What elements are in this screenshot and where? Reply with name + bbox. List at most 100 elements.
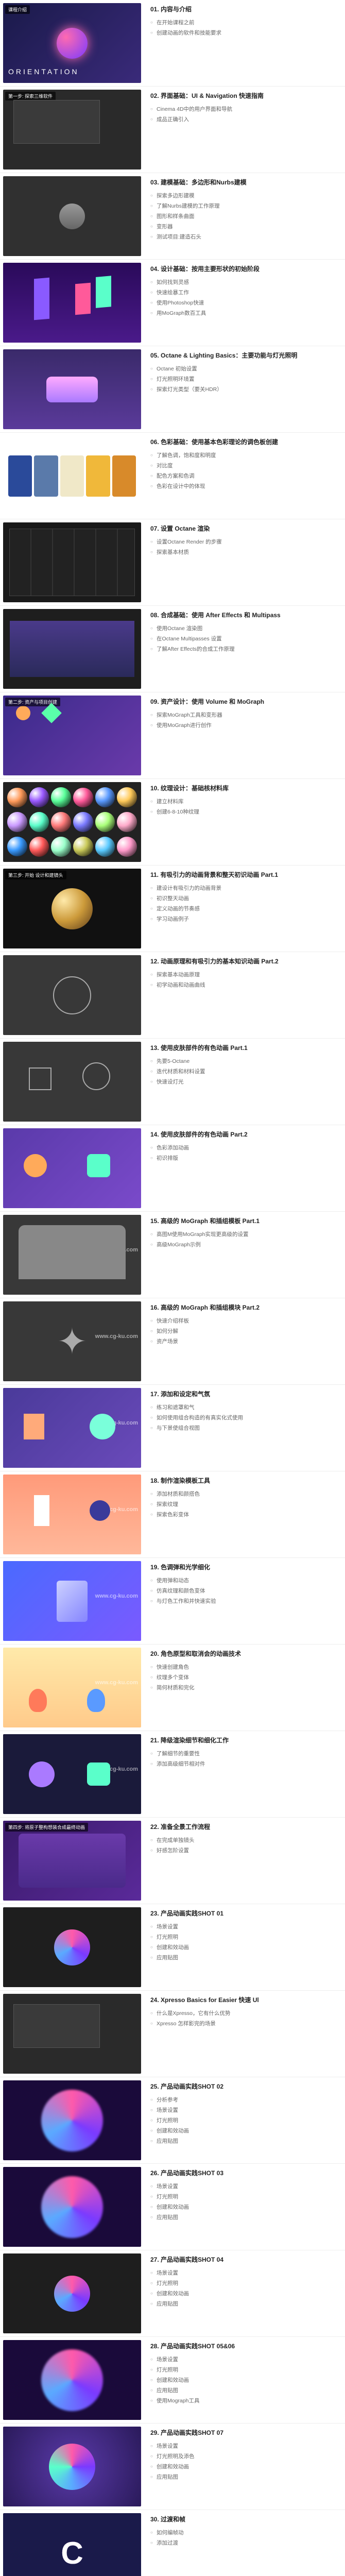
course-section: 课程介绍ORIENTATION01. 内容与介绍在开始课程之前创建动画的软件和技… bbox=[0, 0, 345, 87]
section-title: 24. Xpresso Basics for Easier 快速 Ul bbox=[150, 1996, 339, 2005]
list-item: 在Octane Multipasses 设置 bbox=[150, 634, 339, 645]
list-item: 资产场景 bbox=[150, 1337, 339, 1347]
thumbnail-wrap: www.cg-ku.com bbox=[0, 1471, 144, 1557]
material-ball bbox=[73, 788, 93, 808]
thumbnail-image bbox=[3, 2080, 141, 2160]
list-item: 场景设置 bbox=[150, 2268, 339, 2279]
list-item: 灯光照明及添色 bbox=[150, 2452, 339, 2462]
section-details: 06. 色彩基础：使用基本色彩理论的调色板创建了解色调，饱和度和明度对比度配色方… bbox=[144, 433, 345, 519]
section-title: 27. 产品动画实践SHOT 04 bbox=[150, 2256, 339, 2264]
course-section: 13. 使用皮肤部件的有色动画 Part.1先要5-Octane迭代材质和材料设… bbox=[0, 1039, 345, 1125]
section-title: 14. 使用皮肤部件的有色动画 Part.2 bbox=[150, 1130, 339, 1139]
list-item: 应用贴图 bbox=[150, 2137, 339, 2147]
section-details: 16. 高级的 MoGraph 和插组模块 Part.2快速介绍样板如何分解资产… bbox=[144, 1298, 345, 1384]
thumbnail-wrap bbox=[0, 1039, 144, 1125]
list-item: 初学动画和动画曲线 bbox=[150, 980, 339, 991]
list-item: 了解After Effects的合成工作原理 bbox=[150, 645, 339, 655]
course-section: 30. 过渡和帧如何编帧动添加过渡 bbox=[0, 2510, 345, 2576]
list-item: 应用贴图 bbox=[150, 1953, 339, 1963]
section-title: 23. 产品动画实践SHOT 01 bbox=[150, 1909, 339, 1918]
thumbnail-wrap bbox=[0, 952, 144, 1038]
list-item: 探索多边形建模 bbox=[150, 191, 339, 201]
list-item: 建立材料库 bbox=[150, 797, 339, 807]
list-item: 迭代材质和材料设置 bbox=[150, 1067, 339, 1077]
material-ball bbox=[73, 812, 93, 832]
list-item: 如何找到灵感 bbox=[150, 278, 339, 288]
section-items: 使用Octane 渲染图在Octane Multipasses 设置了解Afte… bbox=[150, 624, 339, 655]
course-section: 第一步: 探索三维软件02. 界面基础：UI & Navigation 快速指南… bbox=[0, 87, 345, 173]
section-items: 探索多边形建模了解Nurbs建模的工作原理图形和样条曲面变形器测试项目:建造石头 bbox=[150, 191, 339, 243]
section-details: 20. 角色原型和取消会的动画技术快速创建角色纹理多个变体简何材质和完化 bbox=[144, 1645, 345, 1731]
list-item: 添加材质和颜搭色 bbox=[150, 1489, 339, 1500]
section-details: 19. 色调弹和光学细化使用弹和动态仿真纹理和颜色变体与灯色工作和并快速实验 bbox=[144, 1558, 345, 1644]
palette-swatch bbox=[112, 455, 136, 497]
course-section: 29. 产品动画实践SHOT 07场景设置灯光照明及添色创建和效动画应用贴图 bbox=[0, 2424, 345, 2510]
section-title: 05. Octane & Lighting Basics：主要功能与灯光照明 bbox=[150, 351, 339, 360]
list-item: 好感怎阶设置 bbox=[150, 1846, 339, 1856]
thumbnail-image bbox=[3, 1042, 141, 1122]
list-item: 灯光照明 bbox=[150, 2279, 339, 2289]
thumbnail-wrap: www.cg-ku.com bbox=[0, 1212, 144, 1298]
thumbnail-image: 第四步: 将原子整构想装合成最终动画 bbox=[3, 1821, 141, 1901]
thumb-label: 第三步: 开始 设计和建镜头 bbox=[5, 871, 66, 879]
list-item: 探索基本动画原理 bbox=[150, 970, 339, 980]
palette-swatch bbox=[86, 455, 110, 497]
thumbnail-image bbox=[3, 782, 141, 862]
section-details: 13. 使用皮肤部件的有色动画 Part.1先要5-Octane迭代材质和材料设… bbox=[144, 1039, 345, 1125]
thumbnail-image: 第一步: 探索三维软件 bbox=[3, 90, 141, 170]
thumbnail-wrap: www.cg-ku.com bbox=[0, 1385, 144, 1471]
thumbnail-image: www.cg-ku.com bbox=[3, 1388, 141, 1468]
list-item: 仿真纹理和颜色变体 bbox=[150, 1586, 339, 1597]
thumbnail-image bbox=[3, 2253, 141, 2333]
section-details: 25. 产品动画实践SHOT 02分析参考场景设置灯光照明创建和效动画应用贴图 bbox=[144, 2077, 345, 2163]
list-item: 建设计有吸引力的动画背景 bbox=[150, 884, 339, 894]
section-items: 快速介绍样板如何分解资产场景 bbox=[150, 1316, 339, 1347]
thumbnail-wrap bbox=[0, 2424, 144, 2510]
thumbnail-wrap: 第一步: 探索三维软件 bbox=[0, 87, 144, 173]
material-ball bbox=[73, 837, 93, 857]
section-details: 22. 准备全景工作流程在完成单独镜头好感怎阶设置 bbox=[144, 1818, 345, 1904]
list-item: 快速绘暴工作 bbox=[150, 288, 339, 298]
list-item: 了解色调，饱和度和明度 bbox=[150, 451, 339, 461]
section-title: 12. 动画原理和有吸引力的基本知识动画 Part.2 bbox=[150, 957, 339, 966]
section-items: 场景设置灯光照明创建和效动画应用贴图 bbox=[150, 1922, 339, 1963]
course-section: 05. Octane & Lighting Basics：主要功能与灯光照明 Oc… bbox=[0, 346, 345, 433]
section-items: 了解细节的重要性添加高级细节相对件 bbox=[150, 1749, 339, 1770]
section-title: 06. 色彩基础：使用基本色彩理论的调色板创建 bbox=[150, 438, 339, 447]
list-item: 灯光照明 bbox=[150, 2192, 339, 2202]
list-item: Xpresso 怎样影完的场景 bbox=[150, 2019, 339, 2029]
list-item: 使用弹和动态 bbox=[150, 1576, 339, 1586]
section-title: 25. 产品动画实践SHOT 02 bbox=[150, 2082, 339, 2091]
list-item: 探索MoGraph工具和变形器 bbox=[150, 710, 339, 721]
list-item: Cinema 4D中的用户界面和导航 bbox=[150, 105, 339, 115]
thumbnail-wrap bbox=[0, 2164, 144, 2250]
section-details: 04. 设计基础：按用主要形状的初始阶段如何找到灵感快速绘暴工作使用Photos… bbox=[144, 260, 345, 346]
material-ball bbox=[29, 837, 49, 857]
thumbnail-wrap: www.cg-ku.com bbox=[0, 1558, 144, 1644]
course-section: www.cg-ku.com 20. 角色原型和取消会的动画技术快速创建角色纹理多个… bbox=[0, 1645, 345, 1731]
list-item: 初识排版 bbox=[150, 1154, 339, 1164]
list-item: 对比度 bbox=[150, 461, 339, 471]
thumbnail-image: www.cg-ku.com bbox=[3, 1215, 141, 1295]
section-title: 28. 产品动画实践SHOT 05&06 bbox=[150, 2342, 339, 2351]
thumbnail-image bbox=[3, 955, 141, 1035]
watermark: www.cg-ku.com bbox=[95, 1593, 138, 1599]
section-items: 场景设置灯光照明及添色创建和效动画应用贴图 bbox=[150, 2442, 339, 2483]
course-section: 08. 合成基础：使用 After Effects 和 Multipass使用O… bbox=[0, 606, 345, 692]
material-ball bbox=[51, 837, 71, 857]
list-item: 如何分解 bbox=[150, 1327, 339, 1337]
course-section: 第二步: 资产与项目创建09. 资产设计：使用 Volume 和 MoGraph… bbox=[0, 692, 345, 779]
list-item: 分析参考 bbox=[150, 2095, 339, 2106]
list-item: Octane 初始设置 bbox=[150, 364, 339, 375]
section-title: 26. 产品动画实践SHOT 03 bbox=[150, 2169, 339, 2178]
list-item: 初识整天动画 bbox=[150, 894, 339, 904]
section-details: 08. 合成基础：使用 After Effects 和 Multipass使用O… bbox=[144, 606, 345, 692]
material-ball bbox=[51, 787, 71, 807]
palette-swatch bbox=[34, 455, 58, 497]
watermark: www.cg-ku.com bbox=[95, 1680, 138, 1686]
list-item: 与灯色工作和并快速实验 bbox=[150, 1597, 339, 1607]
watermark: www.cg-ku.com bbox=[95, 1333, 138, 1340]
list-item: 高级MoGraph示例 bbox=[150, 1240, 339, 1250]
list-item: 练习和遮罩和气 bbox=[150, 1403, 339, 1413]
list-item: 应用贴图 bbox=[150, 2213, 339, 2223]
